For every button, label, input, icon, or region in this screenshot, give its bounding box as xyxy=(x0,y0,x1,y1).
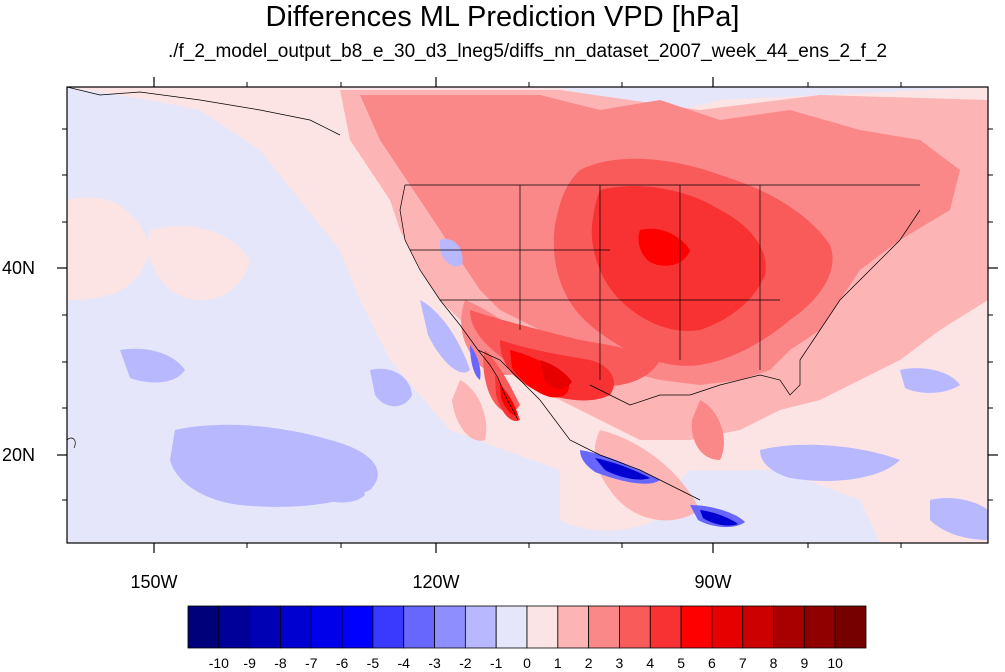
colorbar-swatch xyxy=(434,605,466,649)
colorbar-label: 1 xyxy=(554,655,562,671)
colorbar-swatch xyxy=(249,605,281,649)
colorbar-swatch xyxy=(588,605,620,649)
colorbar-swatch xyxy=(680,605,713,649)
colorbar-swatch xyxy=(711,605,744,649)
colorbar-swatch xyxy=(187,605,220,649)
colorbar-label: 4 xyxy=(646,655,654,671)
colorbar-swatch xyxy=(341,605,374,649)
lon-minor-ticks xyxy=(246,82,902,548)
lon-tick-label-120w: 120W xyxy=(412,572,459,592)
colorbar: -10 -9 -8 -7 -6 -5 -4 -3 -2 -1 0 1 2 3 4 5 6 7 8 9 10 xyxy=(187,605,867,671)
lat-minor-ticks xyxy=(62,128,993,501)
map-title: Differences ML Prediction VPD [hPa] xyxy=(265,1,740,33)
colorbar-label: -2 xyxy=(459,655,472,671)
vpd-difference-field xyxy=(67,87,988,543)
lat-tick-label-20n: 20N xyxy=(2,445,35,465)
colorbar-swatch xyxy=(495,605,528,649)
field-negative-strong xyxy=(595,458,738,526)
colorbar-swatch xyxy=(803,605,836,649)
colorbar-swatch xyxy=(464,605,497,649)
colorbar-label: 3 xyxy=(616,655,624,671)
colorbar-swatch xyxy=(649,605,682,649)
colorbar-label: 6 xyxy=(708,655,716,671)
colorbar-label: 7 xyxy=(739,655,747,671)
colorbar-label: 10 xyxy=(827,655,843,671)
colorbar-swatch xyxy=(834,605,867,649)
lon-tick-label-150w: 150W xyxy=(130,572,177,592)
colorbar-label: 5 xyxy=(677,655,685,671)
colorbar-label: -1 xyxy=(490,655,503,671)
colorbar-label: 8 xyxy=(770,655,778,671)
field-moderate-negative xyxy=(120,239,988,540)
colorbar-swatch xyxy=(557,605,590,649)
colorbar-label: 2 xyxy=(585,655,593,671)
colorbar-swatch xyxy=(619,605,651,649)
colorbar-swatch xyxy=(310,605,343,649)
coastlines-and-borders xyxy=(67,87,921,501)
colorbar-label: -10 xyxy=(209,655,229,671)
major-ticks xyxy=(57,77,998,553)
colorbar-swatch xyxy=(218,605,251,649)
colorbar-swatch xyxy=(526,605,559,649)
colorbar-label: -9 xyxy=(243,655,256,671)
lat-tick-label-40n: 40N xyxy=(2,258,35,278)
colorbar-label: -7 xyxy=(305,655,318,671)
colorbar-swatch xyxy=(742,605,774,649)
colorbar-label: 9 xyxy=(800,655,808,671)
colorbar-swatch xyxy=(773,605,805,649)
colorbar-label: 0 xyxy=(523,655,531,671)
field-positive-7 xyxy=(540,360,572,389)
colorbar-label: -5 xyxy=(367,655,380,671)
colorbar-swatch xyxy=(403,605,435,649)
colorbar-swatch xyxy=(280,605,312,649)
map-subtitle: ./f_2_model_output_b8_e_30_d3_lneg5/diff… xyxy=(167,41,888,62)
colorbar-swatch xyxy=(372,605,405,649)
colorbar-label: -6 xyxy=(336,655,349,671)
colorbar-label: -8 xyxy=(274,655,287,671)
lon-tick-label-90w: 90W xyxy=(694,572,731,592)
colorbar-label: -3 xyxy=(428,655,441,671)
colorbar-label: -4 xyxy=(398,655,411,671)
